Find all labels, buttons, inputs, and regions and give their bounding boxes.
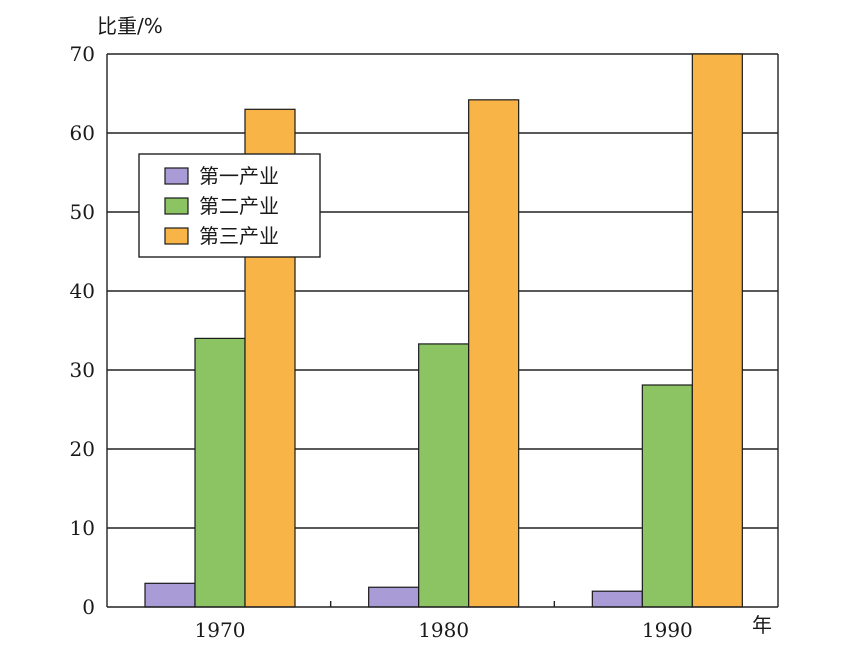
legend-label: 第一产业 <box>199 164 279 188</box>
y-tick-label: 60 <box>70 121 95 145</box>
y-tick-label: 40 <box>70 279 95 303</box>
x-tick-label: 1970 <box>195 618 246 642</box>
x-tick-labels: 1970 1980 1990 <box>195 618 693 642</box>
bar-2-1980 <box>418 343 470 608</box>
y-tick-label: 10 <box>70 516 95 540</box>
x-axis-label: 年 <box>752 613 772 637</box>
y-tick-label: 20 <box>70 437 95 461</box>
bar-3-1990 <box>691 53 743 608</box>
legend-swatch <box>164 167 189 185</box>
bars <box>144 53 743 608</box>
legend-swatch <box>164 197 189 215</box>
legend-swatch <box>164 227 189 245</box>
bar-1-1990 <box>591 590 643 608</box>
y-tick-label: 50 <box>70 200 95 224</box>
x-tick-label: 1990 <box>642 618 693 642</box>
legend-label: 第二产业 <box>199 194 279 218</box>
legend-label: 第三产业 <box>199 224 279 248</box>
y-tick-label: 70 <box>70 42 95 66</box>
bar-3-1980 <box>468 99 520 608</box>
bar-2-1990 <box>641 384 693 608</box>
y-tick-label: 0 <box>82 595 95 619</box>
bar-1-1980 <box>368 586 420 608</box>
axes <box>106 54 779 608</box>
y-tick-label: 30 <box>70 358 95 382</box>
y-tick-labels: 0 10 20 30 40 50 60 70 <box>70 42 95 619</box>
bar-1-1970 <box>144 582 196 608</box>
bar-2-1970 <box>194 337 246 608</box>
y-axis-label: 比重/% <box>97 14 163 38</box>
x-tick-label: 1980 <box>418 618 469 642</box>
